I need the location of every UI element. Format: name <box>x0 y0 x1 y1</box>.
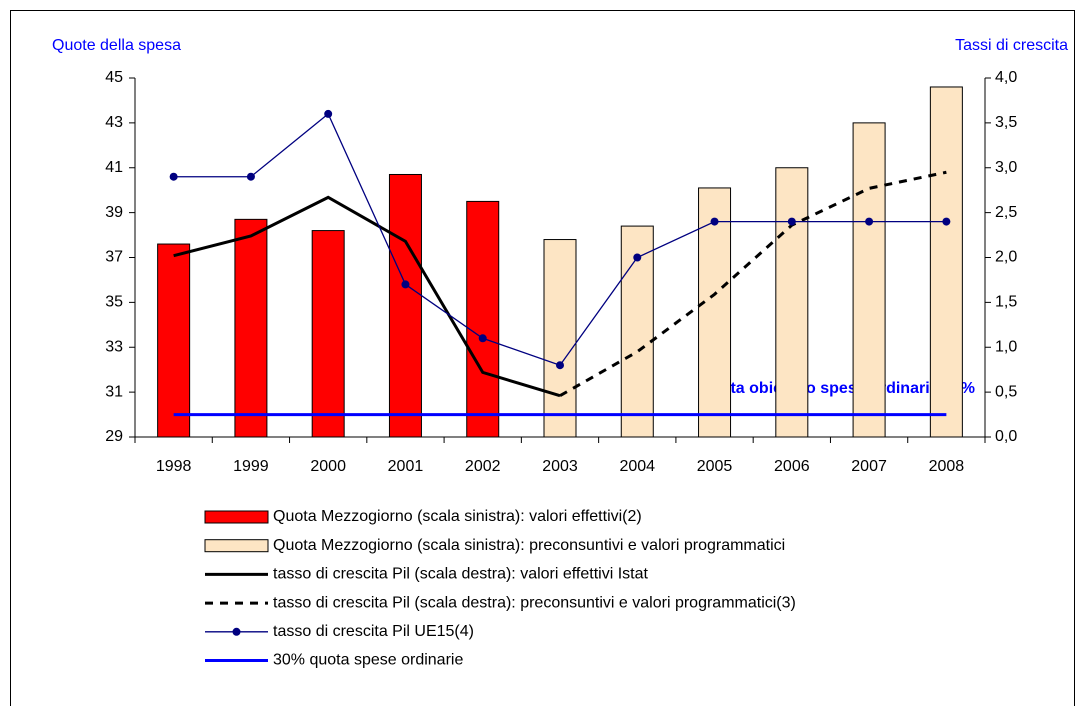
marker <box>942 217 951 226</box>
x-tick-label: 1999 <box>233 458 269 475</box>
legend-label: tasso di crescita Pil (scala destra): va… <box>273 566 649 583</box>
y-tick-label: 39 <box>105 204 123 221</box>
legend-label: Quota Mezzogiorno (scala sinistra): valo… <box>273 508 642 525</box>
x-tick-label: 2007 <box>851 458 887 475</box>
y2-tick-label: 3,0 <box>995 159 1017 176</box>
y2-tick-label: 1,0 <box>995 338 1017 355</box>
bar <box>929 86 963 438</box>
marker <box>633 253 642 262</box>
line <box>173 195 561 398</box>
y-tick-label: 45 <box>105 69 123 86</box>
bar <box>852 122 886 438</box>
y2-tick-label: 1,5 <box>995 294 1017 311</box>
marker <box>169 172 178 181</box>
y-tick-label: 35 <box>105 294 123 311</box>
x-tick-label: 2001 <box>388 458 424 475</box>
y2-axis-title: Tassi di crescita <box>955 37 1068 54</box>
marker <box>246 172 255 181</box>
x-tick-label: 2008 <box>929 458 965 475</box>
legend-label: Quota Mezzogiorno (scala sinistra): prec… <box>273 537 785 554</box>
marker <box>710 217 719 226</box>
x-tick-label: 2005 <box>697 458 733 475</box>
y2-tick-label: 2,0 <box>995 249 1017 266</box>
x-tick-label: 2000 <box>310 458 346 475</box>
legend-swatch <box>204 539 269 553</box>
y2-tick-label: 0,5 <box>995 383 1017 400</box>
y-tick-label: 31 <box>105 383 123 400</box>
bar <box>775 167 809 438</box>
y2-tick-label: 0,0 <box>995 428 1017 445</box>
annotation: Quota obiettivo spese ordinarie 30% <box>698 380 975 397</box>
marker <box>865 217 874 226</box>
x-tick-label: 2004 <box>619 458 655 475</box>
legend-marker <box>232 627 241 636</box>
marker <box>401 280 410 289</box>
marker <box>787 217 796 226</box>
x-tick-label: 2002 <box>465 458 501 475</box>
marker <box>324 109 333 118</box>
y-axis-title: Quote della spesa <box>52 37 181 54</box>
x-tick-label: 1998 <box>156 458 192 475</box>
legend-label: tasso di crescita Pil (scala destra): pr… <box>273 594 796 611</box>
y-tick-label: 33 <box>105 338 123 355</box>
bar <box>311 230 345 438</box>
legend-swatch <box>204 510 269 524</box>
bar <box>543 239 577 438</box>
bar <box>388 173 422 438</box>
y-tick-label: 29 <box>105 428 123 445</box>
bar <box>234 218 268 438</box>
x-tick-label: 2006 <box>774 458 810 475</box>
y2-tick-label: 2,5 <box>995 204 1017 221</box>
marker <box>556 361 564 370</box>
marker <box>478 334 487 343</box>
y-tick-label: 41 <box>105 159 123 176</box>
legend-label: 30% quota spese ordinarie <box>273 652 463 669</box>
y-tick-label: 43 <box>105 114 123 131</box>
bar <box>466 200 500 438</box>
legend-label: tasso di crescita Pil UE15(4) <box>273 623 474 640</box>
y2-tick-label: 4,0 <box>995 69 1017 86</box>
bar <box>698 187 732 438</box>
bar <box>157 243 191 438</box>
y2-tick-label: 3,5 <box>995 114 1017 131</box>
y-tick-label: 37 <box>105 249 123 266</box>
x-tick-label: 2003 <box>542 458 578 475</box>
